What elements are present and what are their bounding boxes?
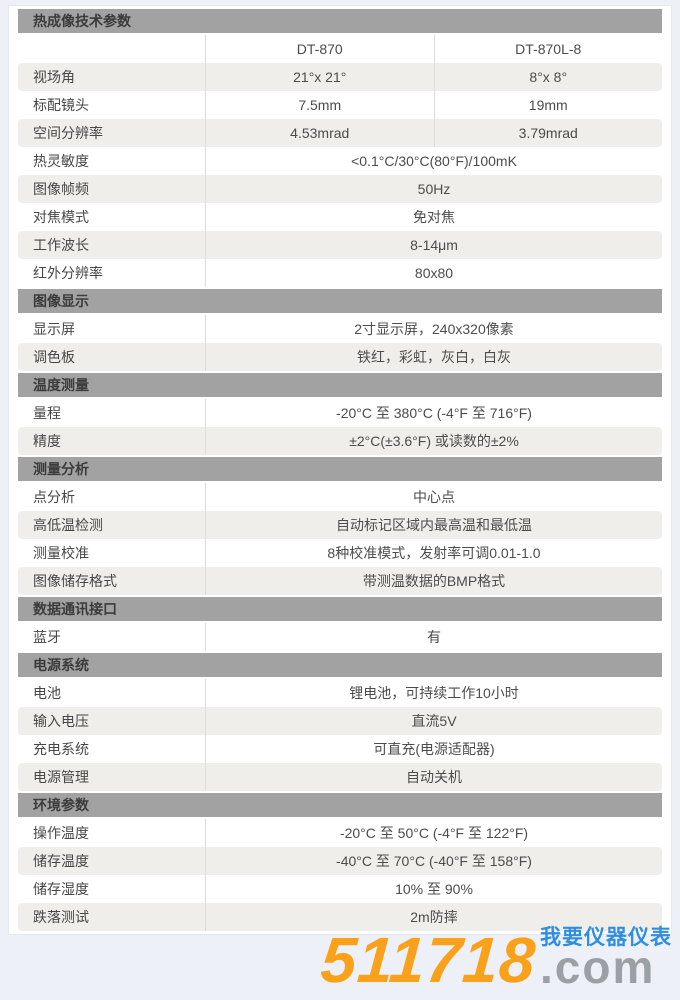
spec-row: 精度 ±2°C(±3.6°F) 或读数的±2% xyxy=(18,427,662,455)
spec-label: 图像储存格式 xyxy=(18,567,206,595)
section-header: 热成像技术参数 xyxy=(18,9,662,33)
spec-label: 点分析 xyxy=(18,483,206,511)
spec-row: 工作波长 8-14μm xyxy=(18,231,662,259)
spec-label: 热灵敏度 xyxy=(18,147,206,175)
spec-value: 免对焦 xyxy=(413,209,455,225)
spec-value: 21°x 21° xyxy=(206,63,435,91)
spec-value: 铁红，彩虹，灰白，白灰 xyxy=(357,349,511,365)
spec-label: 显示屏 xyxy=(18,315,206,343)
section-header: 温度测量 xyxy=(18,373,662,397)
spec-label: 跌落测试 xyxy=(18,903,206,931)
spec-label: 工作波长 xyxy=(18,231,206,259)
spec-value: 有 xyxy=(427,629,441,645)
spec-row: 储存温度 -40°C 至 70°C (-40°F 至 158°F) xyxy=(18,847,662,875)
section-header: 图像显示 xyxy=(18,289,662,313)
spec-label: 空间分辨率 xyxy=(18,119,206,147)
watermark-right: 我要仪器仪表 .com xyxy=(540,926,672,994)
spec-row: 调色板 铁红，彩虹，灰白，白灰 xyxy=(18,343,662,371)
spec-row: 蓝牙 有 xyxy=(18,623,662,651)
spec-value: 8-14μm xyxy=(410,237,458,253)
spec-value: 2m防摔 xyxy=(410,909,458,925)
spec-value: 锂电池，可持续工作10小时 xyxy=(349,685,519,701)
model-name: DT-870 xyxy=(206,35,435,63)
watermark-tagline: 我要仪器仪表 xyxy=(540,926,672,950)
spec-row: 操作温度 -20°C 至 50°C (-4°F 至 122°F) xyxy=(18,819,662,847)
spec-label: 调色板 xyxy=(18,343,206,371)
spec-row: 充电系统 可直充(电源适配器) xyxy=(18,735,662,763)
spec-row: 图像储存格式 带测温数据的BMP格式 xyxy=(18,567,662,595)
spec-row: 标配镜头 7.5mm 19mm xyxy=(18,91,662,119)
watermark-suffix: .com xyxy=(540,941,656,994)
spec-value: 3.79mrad xyxy=(518,125,578,141)
spec-label: 储存湿度 xyxy=(18,875,206,903)
spec-row: 图像帧频 50Hz xyxy=(18,175,662,203)
spec-value: 自动标记区域内最高温和最低温 xyxy=(336,517,532,533)
spec-label: 精度 xyxy=(18,427,206,455)
spec-card: 热成像技术参数 DT-870 DT-870L-8 视场角 21°x 21° 8°x 8° 标… xyxy=(8,5,672,935)
site-watermark: 511718 我要仪器仪表 .com xyxy=(318,923,672,996)
watermark-number: 511718 xyxy=(318,923,539,996)
section-header: 数据通讯接口 xyxy=(18,597,662,621)
spec-value: 带测温数据的BMP格式 xyxy=(362,573,506,589)
section-header: 电源系统 xyxy=(18,653,662,677)
spec-value: 可直充(电源适配器) xyxy=(373,741,495,757)
spec-label: 量程 xyxy=(18,399,206,427)
spec-label: 测量校准 xyxy=(18,539,206,567)
spec-row: 空间分辨率 4.53mrad 3.79mrad xyxy=(18,119,662,147)
spec-label xyxy=(18,35,206,63)
spec-row: 跌落测试 2m防摔 xyxy=(18,903,662,931)
spec-value: <0.1°C/30°C(80°F)/100mK xyxy=(351,153,517,169)
spec-label: 图像帧频 xyxy=(18,175,206,203)
spec-label: 蓝牙 xyxy=(18,623,206,651)
spec-row: 红外分辨率 80x80 xyxy=(18,259,662,287)
spec-label: 对焦模式 xyxy=(18,203,206,231)
spec-label: 操作温度 xyxy=(18,819,206,847)
spec-value: 10% 至 90% xyxy=(395,881,473,897)
spec-value: 8种校准模式，发射率可调0.01-1.0 xyxy=(327,545,541,561)
spec-value: 19mm xyxy=(528,97,568,113)
spec-row: 量程 -20°C 至 380°C (-4°F 至 716°F) xyxy=(18,399,662,427)
spec-value: 2寸显示屏，240x320像素 xyxy=(354,321,514,337)
spec-value: 80x80 xyxy=(414,265,454,281)
spec-label: 充电系统 xyxy=(18,735,206,763)
spec-row: 储存湿度 10% 至 90% xyxy=(18,875,662,903)
spec-value: -40°C 至 70°C (-40°F 至 158°F) xyxy=(336,853,532,869)
spec-label: 红外分辨率 xyxy=(18,259,206,287)
spec-label: 储存温度 xyxy=(18,847,206,875)
spec-value: 中心点 xyxy=(413,489,455,505)
spec-label: 电池 xyxy=(18,679,206,707)
model-name: DT-870L-8 xyxy=(515,41,582,57)
spec-label: 高低温检测 xyxy=(18,511,206,539)
spec-row: 电池 锂电池，可持续工作10小时 xyxy=(18,679,662,707)
spec-row: 点分析 中心点 xyxy=(18,483,662,511)
spec-value: -20°C 至 50°C (-4°F 至 122°F) xyxy=(339,825,529,841)
spec-label: 输入电压 xyxy=(18,707,206,735)
section-header: 环境参数 xyxy=(18,793,662,817)
spec-value: -20°C 至 380°C (-4°F 至 716°F) xyxy=(336,405,532,421)
spec-row: 对焦模式 免对焦 xyxy=(18,203,662,231)
spec-row: 热灵敏度 <0.1°C/30°C(80°F)/100mK xyxy=(18,147,662,175)
spec-value: 直流5V xyxy=(411,713,457,729)
spec-row: 高低温检测 自动标记区域内最高温和最低温 xyxy=(18,511,662,539)
spec-label: 电源管理 xyxy=(18,763,206,791)
spec-value: 50Hz xyxy=(417,181,451,197)
spec-value: 8°x 8° xyxy=(529,69,568,85)
spec-table: 热成像技术参数 DT-870 DT-870L-8 视场角 21°x 21° 8°x 8° 标… xyxy=(18,9,662,931)
spec-row: 显示屏 2寸显示屏，240x320像素 xyxy=(18,315,662,343)
section-header: 测量分析 xyxy=(18,457,662,481)
spec-row: 电源管理 自动关机 xyxy=(18,763,662,791)
spec-label: 标配镜头 xyxy=(18,91,206,119)
column-header-row: DT-870 DT-870L-8 xyxy=(18,35,662,63)
spec-row: 视场角 21°x 21° 8°x 8° xyxy=(18,63,662,91)
spec-label: 视场角 xyxy=(18,63,206,91)
spec-value: ±2°C(±3.6°F) 或读数的±2% xyxy=(349,433,519,449)
spec-row: 输入电压 直流5V xyxy=(18,707,662,735)
spec-row: 测量校准 8种校准模式，发射率可调0.01-1.0 xyxy=(18,539,662,567)
spec-value: 7.5mm xyxy=(206,91,435,119)
spec-value: 4.53mrad xyxy=(206,119,435,147)
spec-value: 自动关机 xyxy=(406,769,462,785)
